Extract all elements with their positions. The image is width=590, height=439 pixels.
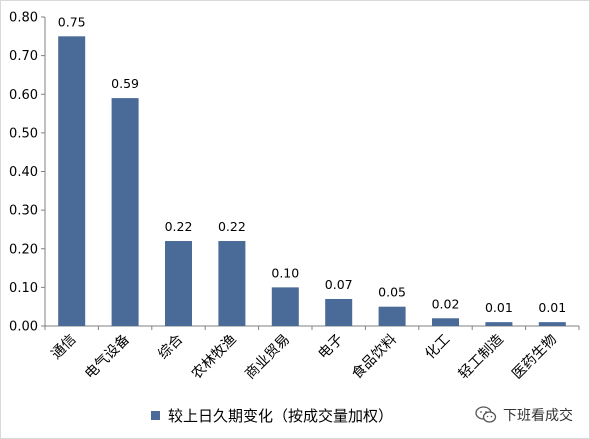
x-category-label: 食品饮料: [348, 331, 400, 383]
y-tick-label: 0.20: [9, 242, 38, 257]
y-tick-label: 0.10: [9, 281, 38, 296]
bar-chart: 0.00 0.10 0.20 0.30 0.40 0.50 0.60 0.70 0.80 0.7…: [9, 11, 580, 383]
data-label: 0.05: [378, 285, 406, 300]
data-label: 0.59: [111, 76, 139, 91]
legend: 较上日久期变化（按成交量加权）: [151, 405, 393, 426]
wechat-icon: [475, 406, 497, 423]
y-tick-label: 0.30: [9, 204, 38, 219]
x-category-label: 通信: [48, 332, 79, 363]
x-category-label: 电子: [315, 332, 346, 363]
bar: [378, 306, 406, 326]
bar: [218, 241, 246, 326]
legend-swatch: [151, 411, 160, 420]
bar: [271, 287, 299, 326]
bar: [111, 98, 139, 326]
bar: [165, 241, 192, 326]
x-category-label: 化工: [422, 332, 453, 363]
y-tick-label: 0.60: [9, 88, 38, 103]
x-category-label: 商业贸易: [242, 332, 293, 383]
bar-series: [58, 36, 566, 326]
data-label: 0.22: [165, 219, 193, 234]
bar: [432, 318, 459, 326]
data-label: 0.10: [271, 265, 299, 280]
y-tick-label: 0.00: [9, 320, 38, 335]
data-label: 0.01: [485, 300, 513, 315]
x-category-label: 电气设备: [81, 331, 133, 383]
y-tick-label: 0.50: [9, 126, 38, 141]
x-category-label: 医药生物: [509, 332, 560, 383]
y-axis-ticks: 0.00 0.10 0.20 0.30 0.40 0.50 0.60 0.70 0.80: [9, 11, 45, 335]
data-label: 0.02: [432, 296, 460, 311]
watermark: 下班看成交: [475, 405, 573, 425]
x-axis-categories: 通信 电气设备 综合 农林牧渔 商业贸易 电子 食品饮料 化工 轻工制造 医药生物: [44, 326, 580, 383]
y-tick-label: 0.80: [9, 11, 38, 26]
x-category-label: 综合: [155, 332, 186, 363]
y-tick-label: 0.70: [9, 49, 38, 64]
y-tick-label: 0.40: [9, 165, 38, 180]
watermark-text: 下班看成交: [503, 408, 573, 424]
bar: [325, 298, 353, 326]
bar: [538, 322, 566, 326]
legend-label: 较上日久期变化（按成交量加权）: [168, 407, 394, 425]
data-label: 0.01: [538, 300, 566, 315]
bar: [485, 322, 513, 326]
bar: [58, 36, 86, 326]
data-label: 0.07: [325, 277, 353, 292]
x-category-label: 农林牧渔: [189, 332, 240, 383]
data-label: 0.22: [218, 219, 246, 234]
data-labels: 0.75 0.59 0.22 0.22 0.10 0.07 0.05 0.02 0.01 0.01: [58, 14, 566, 315]
data-label: 0.75: [58, 14, 86, 29]
x-category-label: 轻工制造: [456, 332, 507, 383]
